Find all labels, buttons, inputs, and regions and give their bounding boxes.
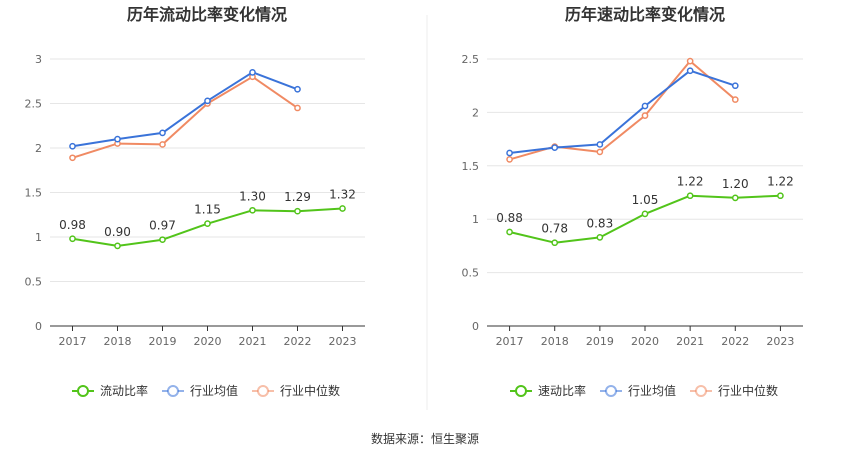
current-ratio-y-tick-label: 2 bbox=[35, 142, 42, 155]
current-ratio-data-label: 1.30 bbox=[239, 189, 266, 203]
quick-ratio-point-1 bbox=[686, 67, 694, 75]
quick-ratio-y-tick-label: 1 bbox=[472, 213, 479, 226]
quick-ratio-point-0 bbox=[506, 228, 513, 236]
current-ratio-point-2 bbox=[294, 104, 301, 112]
quick-ratio-y-tick-label: 0 bbox=[472, 320, 479, 333]
quick-ratio-x-tick-label: 2019 bbox=[586, 335, 614, 348]
current-ratio-legend-label: 行业中位数 bbox=[280, 383, 340, 398]
current-ratio-legend-label: 行业均值 bbox=[190, 383, 238, 398]
quick-ratio-legend-swatch-marker bbox=[695, 385, 707, 397]
quick-ratio-data-label: 1.22 bbox=[767, 175, 794, 189]
current-ratio-x-tick-label: 2018 bbox=[104, 335, 132, 348]
current-ratio-point-0 bbox=[339, 205, 346, 212]
current-ratio-point-1 bbox=[159, 129, 166, 137]
quick-ratio-point-1 bbox=[596, 141, 604, 148]
quick-ratio-legend-label: 行业均值 bbox=[628, 383, 676, 398]
current-ratio-y-tick-label: 1.5 bbox=[25, 187, 43, 200]
current-ratio-point-1 bbox=[204, 97, 211, 105]
quick-ratio-point-2 bbox=[686, 57, 694, 65]
quick-ratio-point-1 bbox=[506, 149, 513, 157]
quick-ratio-x-tick-label: 2023 bbox=[766, 335, 794, 348]
quick-ratio-data-label: 0.88 bbox=[496, 211, 523, 225]
quick-ratio-x-tick-label: 2018 bbox=[541, 335, 569, 348]
current-ratio-point-2 bbox=[69, 154, 76, 162]
current-ratio-legend-swatch-marker bbox=[167, 385, 179, 397]
quick-ratio-legend-label: 速动比率 bbox=[538, 383, 586, 398]
quick-ratio-legend-swatch-marker bbox=[605, 385, 617, 397]
quick-ratio-point-2 bbox=[596, 148, 604, 156]
current-ratio-series-line-2 bbox=[72, 75, 299, 159]
current-ratio-point-1 bbox=[114, 135, 121, 143]
current-ratio-point-0 bbox=[249, 206, 256, 214]
current-ratio-data-label: 1.32 bbox=[329, 188, 356, 202]
current-ratio-point-1 bbox=[249, 69, 256, 76]
quick-ratio-x-tick-label: 2021 bbox=[676, 335, 704, 348]
current-ratio-series-line-1 bbox=[72, 71, 298, 148]
current-ratio-point-0 bbox=[69, 235, 76, 243]
current-ratio-point-0 bbox=[204, 220, 211, 227]
quick-ratio-data-label: 1.20 bbox=[722, 177, 749, 191]
quick-ratio-point-2 bbox=[731, 96, 739, 103]
current-ratio-data-label: 0.97 bbox=[149, 219, 176, 233]
quick-ratio-x-tick-label: 2020 bbox=[631, 335, 659, 348]
quick-ratio-point-0 bbox=[731, 194, 739, 202]
current-ratio-legend-label: 流动比率 bbox=[100, 383, 148, 398]
current-ratio-x-tick-label: 2023 bbox=[329, 335, 357, 348]
quick-ratio-legend-swatch-marker bbox=[515, 385, 527, 397]
quick-ratio-data-label: 1.22 bbox=[677, 175, 704, 189]
current-ratio-legend-swatch-marker bbox=[257, 385, 269, 397]
quick-ratio-point-1 bbox=[641, 102, 649, 110]
current-ratio-x-tick-label: 2020 bbox=[194, 335, 222, 348]
quick-ratio-point-1 bbox=[551, 144, 559, 151]
quick-ratio-y-tick-label: 0.5 bbox=[462, 267, 480, 280]
quick-ratio-point-2 bbox=[641, 112, 649, 119]
quick-ratio-point-1 bbox=[731, 82, 739, 90]
current-ratio-data-label: 0.90 bbox=[104, 225, 131, 239]
current-ratio-point-1 bbox=[69, 142, 76, 150]
quick-ratio-point-0 bbox=[686, 192, 694, 200]
current-ratio-legend-swatch-marker bbox=[77, 385, 89, 397]
quick-ratio-series-line-2 bbox=[509, 60, 736, 161]
quick-ratio-point-0 bbox=[777, 192, 784, 200]
quick-ratio-point-0 bbox=[551, 239, 559, 247]
current-ratio-x-tick-label: 2019 bbox=[149, 335, 177, 348]
quick-ratio-point-0 bbox=[641, 210, 649, 218]
current-ratio-data-label: 1.29 bbox=[284, 190, 311, 204]
current-ratio-point-0 bbox=[294, 207, 301, 215]
current-ratio-point-0 bbox=[114, 242, 121, 250]
current-ratio-data-label: 0.98 bbox=[59, 218, 86, 232]
quick-ratio-point-0 bbox=[596, 234, 604, 241]
quick-ratio-data-label: 0.78 bbox=[541, 222, 568, 236]
quick-ratio-data-label: 0.83 bbox=[586, 216, 613, 230]
quick-ratio-y-tick-label: 2 bbox=[472, 106, 479, 119]
quick-ratio-y-tick-label: 2.5 bbox=[462, 53, 480, 66]
current-ratio-y-tick-label: 1 bbox=[35, 231, 42, 244]
current-ratio-chart-title: 历年流动比率变化情况 bbox=[127, 5, 287, 24]
current-ratio-y-tick-label: 0 bbox=[35, 320, 42, 333]
source-note: 数据来源：恒生聚源 bbox=[371, 431, 479, 446]
quick-ratio-chart-title: 历年速动比率变化情况 bbox=[565, 5, 725, 24]
current-ratio-data-label: 1.15 bbox=[194, 203, 221, 217]
current-ratio-y-tick-label: 2.5 bbox=[25, 98, 43, 111]
quick-ratio-x-tick-label: 2017 bbox=[496, 335, 524, 348]
quick-ratio-data-label: 1.05 bbox=[632, 193, 659, 207]
current-ratio-point-0 bbox=[159, 236, 166, 244]
current-ratio-y-tick-label: 3 bbox=[35, 53, 42, 66]
quick-ratio-legend-label: 行业中位数 bbox=[718, 383, 778, 398]
quick-ratio-y-tick-label: 1.5 bbox=[462, 160, 480, 173]
quick-ratio-series-line-1 bbox=[509, 69, 736, 154]
current-ratio-x-tick-label: 2021 bbox=[239, 335, 267, 348]
current-ratio-point-2 bbox=[159, 141, 166, 148]
current-ratio-x-tick-label: 2017 bbox=[59, 335, 87, 348]
current-ratio-y-tick-label: 0.5 bbox=[25, 276, 43, 289]
quick-ratio-x-tick-label: 2022 bbox=[721, 335, 749, 348]
current-ratio-x-tick-label: 2022 bbox=[284, 335, 312, 348]
quick-ratio-point-2 bbox=[506, 156, 513, 163]
current-ratio-point-1 bbox=[294, 85, 301, 93]
